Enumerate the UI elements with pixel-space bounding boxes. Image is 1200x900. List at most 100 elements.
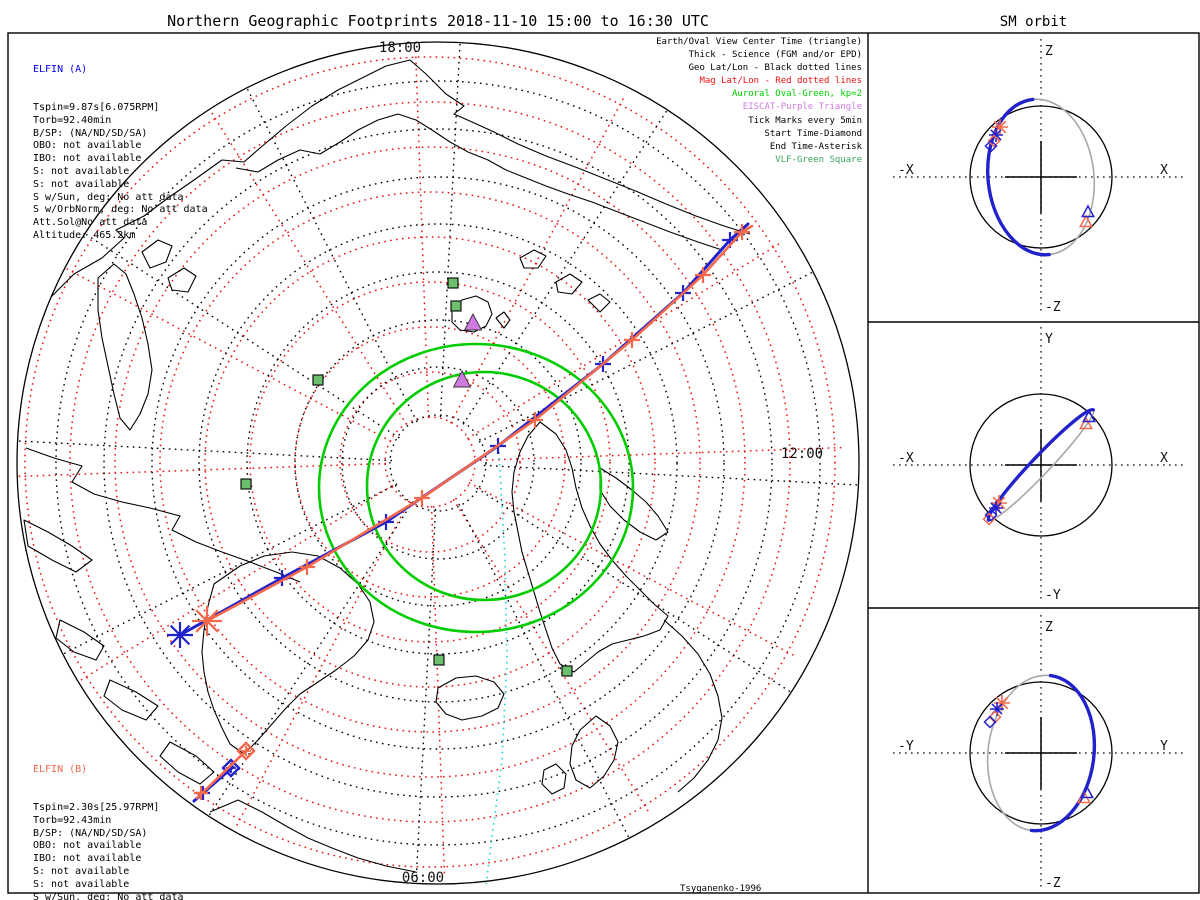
geo-lon-line [439,42,461,418]
eiscat-triangle-icon [452,370,472,388]
coastline [451,295,493,333]
coastline [541,763,567,795]
elfin-a-label: ELFIN (A) [33,63,88,75]
mag-lat-circle [294,326,566,598]
vlf-station-square-icon [240,478,252,490]
info-line: Tspin=9.87s[6.075RPM] [33,101,160,113]
sm-earth-circle [969,105,1113,249]
end-time-asterisk-icon [990,702,1004,716]
info-line: OBO: not available [33,140,142,152]
coastline [209,799,417,873]
start-time-diamond-icon [984,508,998,522]
mag-lon-line [76,484,394,684]
geo-lon-line [483,464,859,486]
mag-lat-circle [159,191,701,733]
coastline [569,715,619,789]
mag-lat-circle [114,146,746,778]
sm-axis-label: Z [1045,44,1053,59]
five-min-tick-icon [695,267,711,283]
sm-axis-label: -Y [1045,588,1061,603]
coastline [97,263,153,431]
legend-item: Start Time-Diamond [764,128,862,139]
sm-center-cross [1005,717,1077,789]
mag-grid [14,46,846,878]
start-time-diamond-icon [236,741,256,761]
geo-grid [17,42,859,884]
geo-lat-circle [103,128,773,798]
center-time-triangle-icon [1079,416,1093,430]
geo-lat-circle [389,414,487,512]
info-line: S: not available [33,178,130,190]
elfin-b-track [192,224,754,800]
model-label: Tsyganenko-1996 [680,884,762,894]
auroral-oval-inner [365,370,603,602]
elfin-a-info-block: ELFIN (A) Tspin=9.87s[6.075RPM] Torb=92.4… [33,38,208,268]
legend-item: VLF-Green Square [775,154,862,165]
info-line: Torb=92.43min [33,814,112,826]
globe-edge-circle [16,41,860,885]
info-line: S: not available [33,165,130,177]
info-line: S w/Sun, deg: No att data [33,191,184,203]
coastline [599,467,669,541]
end-time-asterisk-icon [989,128,1003,142]
coastline [511,421,669,673]
map-legend: Earth/Oval View Center Time (triangle) Th… [656,36,862,167]
coastline [141,239,173,269]
info-line: S: not available [33,878,130,890]
vlf-station-square-icon [561,665,573,677]
sm-axis-label: X [1160,163,1168,178]
mag-lon-line [234,500,411,830]
legend-item: Thick - Science (FGM and/or EPD) [688,50,862,61]
info-line: OBO: not available [33,840,142,852]
geo-lat-circle [55,80,821,846]
mag-lon-line [208,108,408,426]
geo-lon-line [458,503,630,839]
geo-lat-circle [151,176,725,750]
end-time-asterisk-icon [991,495,1007,511]
end-time-asterisk-icon [992,119,1008,135]
vlf-station-square-icon [447,277,459,289]
center-time-triangle-icon [1082,409,1096,423]
elfin-a-lines: Tspin=9.87s[6.075RPM] Torb=92.40min B/SP: … [33,102,208,243]
coastline [495,311,511,329]
coastline [201,551,375,755]
mlt-label: 18:00 [379,40,421,56]
coastline [27,59,751,315]
end-time-asterisk-icon [167,622,193,648]
sm-earth-circle [969,393,1113,537]
five-min-tick-icon [624,332,640,348]
geo-lon-line [84,233,400,439]
sm-orbit-gray-arc [986,674,1051,832]
sm-earth-circle [969,681,1113,825]
five-min-tick-icon [527,412,543,428]
five-min-tick-icon [194,786,208,800]
coastline [235,113,723,251]
coastline [555,273,583,295]
geo-lon-line [476,487,792,693]
start-time-diamond-icon [983,715,997,729]
sm-axis-label: Y [1160,739,1168,754]
page-title: Northern Geographic Footprints 2018-11-1… [167,12,709,30]
info-line: Att.Sol@No att data [33,217,148,229]
footprint-line [205,224,754,623]
info-line: IBO: not available [33,853,142,865]
coastline [167,267,197,293]
sm-axis-label: Y [1045,332,1053,347]
mag-lon-line [449,94,626,424]
sm-axis-label: Z [1045,620,1053,635]
coastline [55,619,105,661]
terminator-line [485,451,508,885]
geo-lon-line [478,271,814,443]
end-time-asterisk-icon [994,695,1010,711]
sm-orbit-blue-arc [1029,673,1097,833]
center-time-triangle-icon [1080,785,1094,799]
info-line: B/SP: (NA/ND/SD/SA) [33,127,148,139]
mag-lon-line [62,266,392,443]
five-min-tick-icon [734,224,750,240]
mag-lat-circle [204,236,656,688]
elfin-b-label: ELFIN (B) [33,763,88,775]
coastline [587,293,611,313]
info-line: Tspin=2.30s[25.97RPM] [33,801,160,813]
five-min-tick-icon [414,490,430,506]
